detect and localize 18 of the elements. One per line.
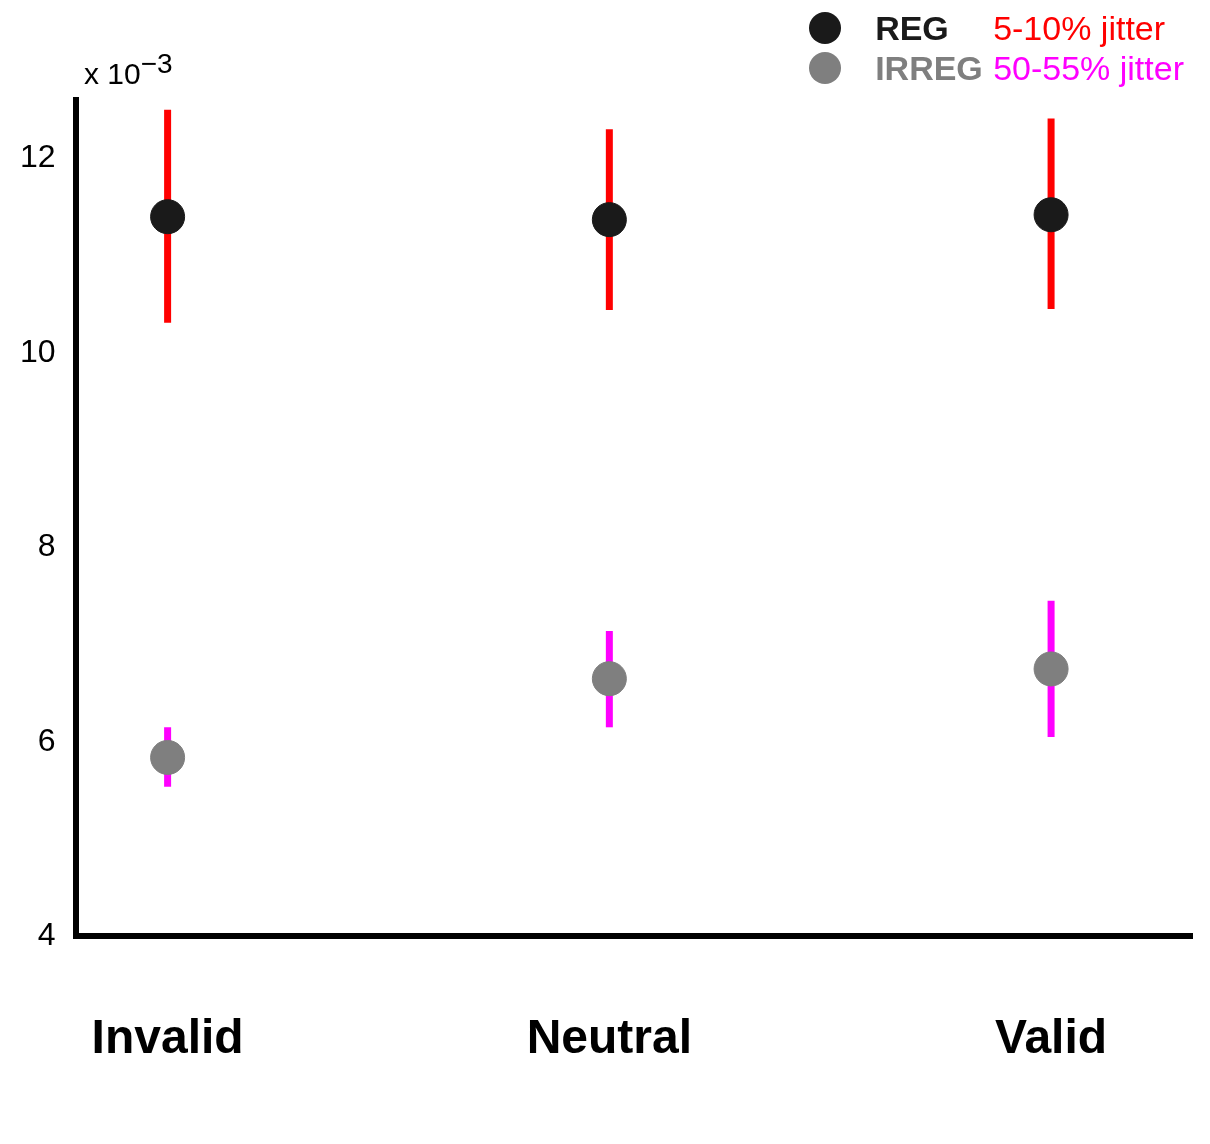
text: 50-55% jitter: [993, 48, 1184, 88]
point: [150, 199, 186, 235]
point: [591, 202, 627, 238]
y-tick-label: 6: [37, 721, 56, 758]
point: [1033, 197, 1069, 233]
legend-label: REG: [875, 8, 950, 48]
text: 5-10% jitter: [993, 8, 1166, 48]
x-tick-label: Neutral: [526, 1010, 693, 1064]
point: [150, 739, 186, 775]
point: [591, 661, 627, 697]
x-tick-label: Invalid: [91, 1010, 244, 1064]
legend-label: IRREG: [875, 48, 984, 88]
y-tick-label: 4: [37, 916, 56, 953]
y-tick-label: 10: [20, 332, 56, 369]
y-tick-label: 12: [20, 138, 56, 175]
y-tick-label: 8: [37, 527, 56, 564]
point: [1033, 651, 1069, 687]
x-tick-label: Valid: [995, 1010, 1108, 1064]
